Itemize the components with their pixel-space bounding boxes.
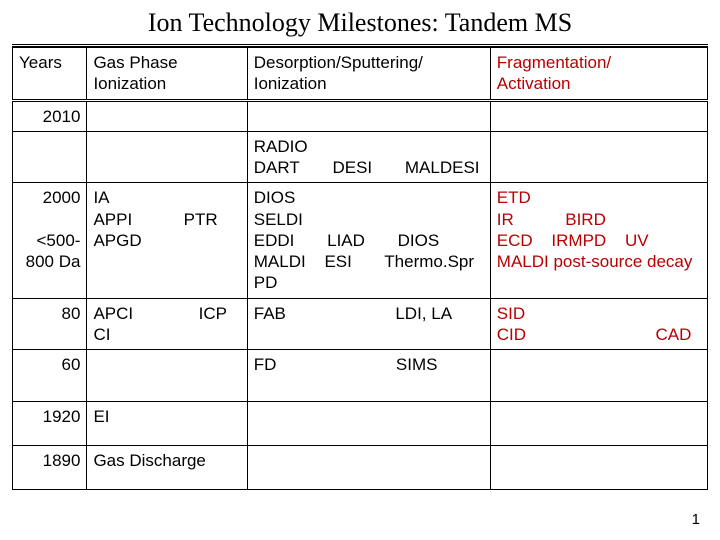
value: BIRD: [565, 210, 606, 229]
value: SIMS: [396, 355, 438, 374]
value: PTR: [184, 210, 218, 229]
table-row: 80 APCI ICP CI FAB LDI, LA SID CID CAD: [13, 298, 708, 350]
col-header-label: Activation: [497, 74, 571, 93]
value: RADIO: [254, 137, 308, 156]
cell-frag: [490, 402, 707, 446]
cell-desorp: RADIO DART DESI MALDESI: [247, 131, 490, 183]
cell-frag: [490, 446, 707, 490]
table-row: 1920 EI: [13, 402, 708, 446]
col-header-desorption: Desorption/Sputtering/ Ionization: [247, 48, 490, 101]
cell-desorp: FD SIMS: [247, 350, 490, 402]
table-row: RADIO DART DESI MALDESI: [13, 131, 708, 183]
col-header-gas: Gas Phase Ionization: [87, 48, 247, 101]
value: LDI, LA: [395, 304, 452, 323]
value: SID: [497, 304, 525, 323]
cell-desorp: [247, 402, 490, 446]
value: EDDI: [254, 231, 295, 250]
cell-gas: EI: [87, 402, 247, 446]
page-title: Ion Technology Milestones: Tandem MS: [12, 8, 708, 47]
cell-frag: ETD IR BIRD ECD IRMPD UV MALDI post-sour…: [490, 183, 707, 298]
value: SELDI: [254, 210, 303, 229]
value: ECD: [497, 231, 533, 250]
cell-years: 2010: [13, 100, 87, 131]
col-header-label: Gas Phase: [93, 53, 177, 72]
cell-years: 60: [13, 350, 87, 402]
value: DIOS: [254, 188, 296, 207]
cell-years: [13, 131, 87, 183]
cell-gas: IA APPI PTR APGD: [87, 183, 247, 298]
value: APPI: [93, 210, 132, 229]
value: IRMPD: [551, 231, 606, 250]
value: DART: [254, 158, 300, 177]
value: APCI: [93, 304, 133, 323]
table-row: 60 FD SIMS: [13, 350, 708, 402]
col-header-label: Fragmentation/: [497, 53, 611, 72]
cell-gas: [87, 350, 247, 402]
value: PD: [254, 273, 278, 292]
value: 2000: [43, 188, 81, 207]
cell-frag: [490, 100, 707, 131]
value: UV: [625, 231, 649, 250]
value: ICP: [199, 304, 227, 323]
cell-gas: Gas Discharge: [87, 446, 247, 490]
cell-years: 1920: [13, 402, 87, 446]
col-header-label: Years: [19, 53, 62, 72]
col-header-label: Desorption/Sputtering/: [254, 53, 423, 72]
col-header-label: Ionization: [254, 74, 327, 93]
cell-gas: APCI ICP CI: [87, 298, 247, 350]
value: MALDI post-source decay: [497, 252, 693, 271]
value: APGD: [93, 231, 141, 250]
cell-gas: [87, 100, 247, 131]
value: MALDESI: [405, 158, 480, 177]
value: Thermo.Spr: [384, 252, 474, 271]
cell-years: 2000 <500- 800 Da: [13, 183, 87, 298]
cell-desorp: DIOS SELDI EDDI LIAD DIOS MALDI ESI Ther…: [247, 183, 490, 298]
value: LIAD: [327, 231, 365, 250]
cell-frag: SID CID CAD: [490, 298, 707, 350]
value: MALDI: [254, 252, 306, 271]
value: <500-: [37, 231, 81, 250]
col-header-label: Ionization: [93, 74, 166, 93]
cell-years: 1890: [13, 446, 87, 490]
value: FD: [254, 355, 277, 374]
table-header-row: Years Gas Phase Ionization Desorption/Sp…: [13, 48, 708, 101]
value: DIOS: [398, 231, 440, 250]
table-row: 1890 Gas Discharge: [13, 446, 708, 490]
cell-frag: [490, 350, 707, 402]
col-header-years: Years: [13, 48, 87, 101]
value: DESI: [332, 158, 372, 177]
value: CAD: [656, 325, 692, 344]
value: ETD: [497, 188, 531, 207]
table-row: 2010: [13, 100, 708, 131]
slide: Ion Technology Milestones: Tandem MS Yea…: [0, 0, 720, 490]
cell-frag: [490, 131, 707, 183]
cell-desorp: [247, 100, 490, 131]
value: IR: [497, 210, 514, 229]
value: CID: [497, 325, 526, 344]
cell-desorp: FAB LDI, LA: [247, 298, 490, 350]
page-number: 1: [692, 511, 700, 528]
value: FAB: [254, 304, 286, 323]
value: IA: [93, 188, 109, 207]
cell-desorp: [247, 446, 490, 490]
cell-gas: [87, 131, 247, 183]
milestones-table: Years Gas Phase Ionization Desorption/Sp…: [12, 47, 708, 490]
cell-years: 80: [13, 298, 87, 350]
value: CI: [93, 325, 110, 344]
col-header-fragmentation: Fragmentation/ Activation: [490, 48, 707, 101]
table-row: 2000 <500- 800 Da IA APPI PTR APGD DIOS …: [13, 183, 708, 298]
value: 800 Da: [26, 252, 81, 271]
value: ESI: [324, 252, 351, 271]
